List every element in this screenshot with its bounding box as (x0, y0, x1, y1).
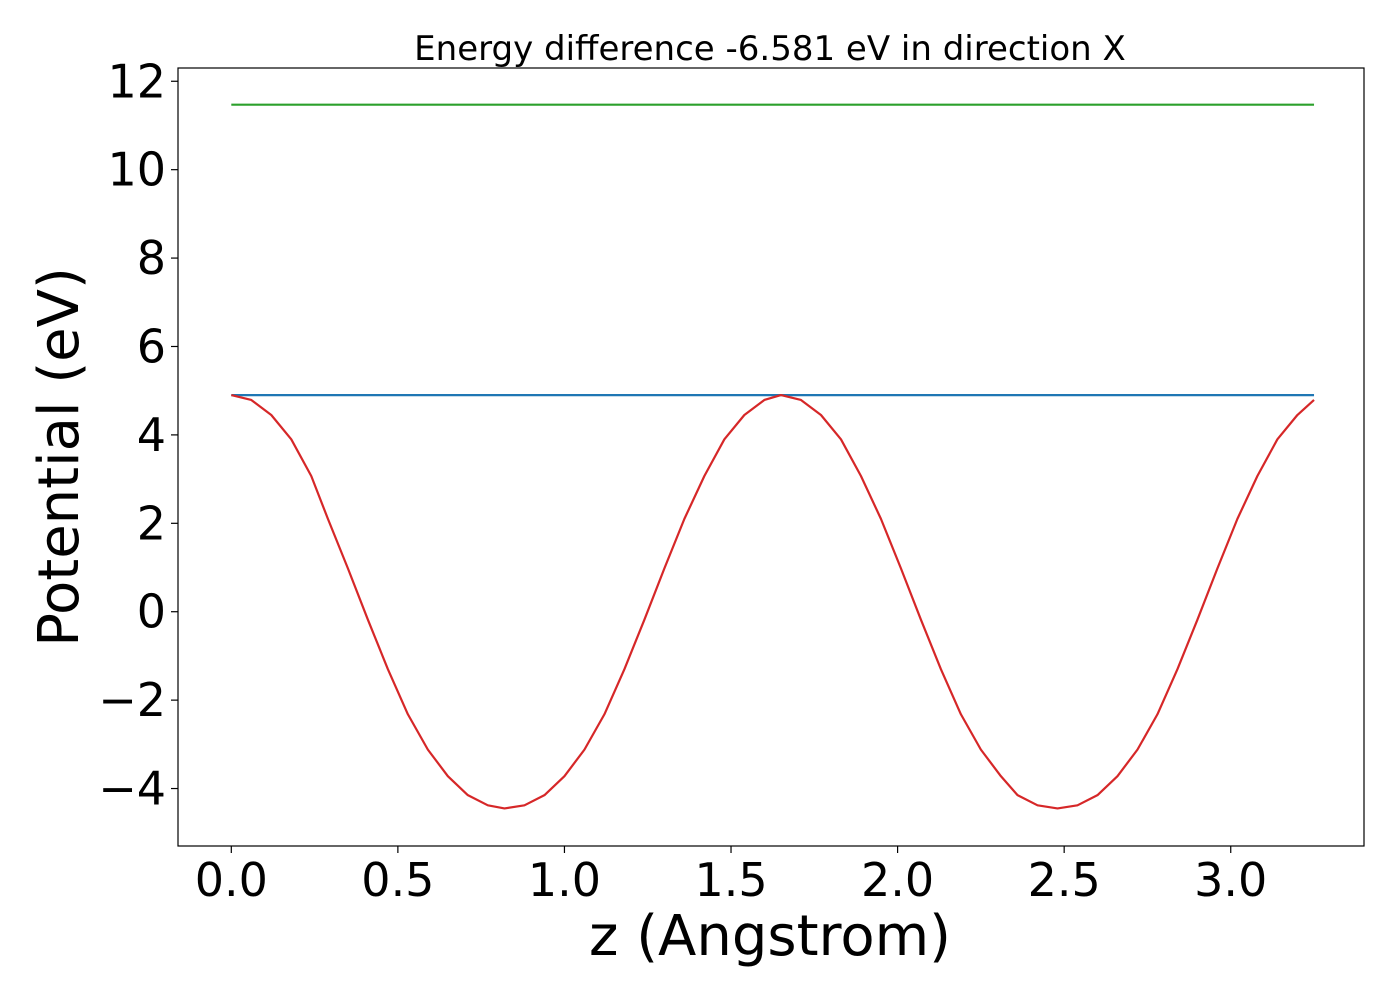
x-tick-label: 1.5 (694, 853, 767, 907)
x-tick-label: 0.0 (195, 853, 268, 907)
series-line-2 (231, 394, 1315, 810)
series-layer (231, 103, 1315, 810)
y-axis-label: Potential (eV) (27, 267, 92, 647)
y-tick-label: −2 (98, 673, 166, 727)
y-tick-label: 12 (107, 54, 166, 108)
x-axis-label: z (Angstrom) (589, 904, 951, 969)
y-tick-label: 10 (107, 143, 166, 197)
x-tick-label: 2.5 (1028, 853, 1101, 907)
x-tick-label: 1.0 (528, 853, 601, 907)
y-tick-label: 4 (137, 408, 166, 462)
y-tick-label: −4 (98, 762, 166, 816)
y-tick-label: 8 (137, 231, 166, 285)
x-tick-label: 3.0 (1194, 853, 1267, 907)
x-tick-label: 2.0 (861, 853, 934, 907)
x-tick-label: 0.5 (361, 853, 434, 907)
tick-layer: 0.0 0.5 1.0 1.5 2.0 2.5 3.0 −4 −2 0 2 4 6 8 10 12 (98, 54, 1267, 907)
chart-title: Energy difference -6.581 eV in direction… (414, 29, 1126, 69)
y-tick-label: 2 (137, 496, 166, 550)
y-tick-label: 6 (137, 319, 166, 373)
plot-area-frame (177, 67, 1365, 847)
y-tick-label: 0 (137, 585, 166, 639)
